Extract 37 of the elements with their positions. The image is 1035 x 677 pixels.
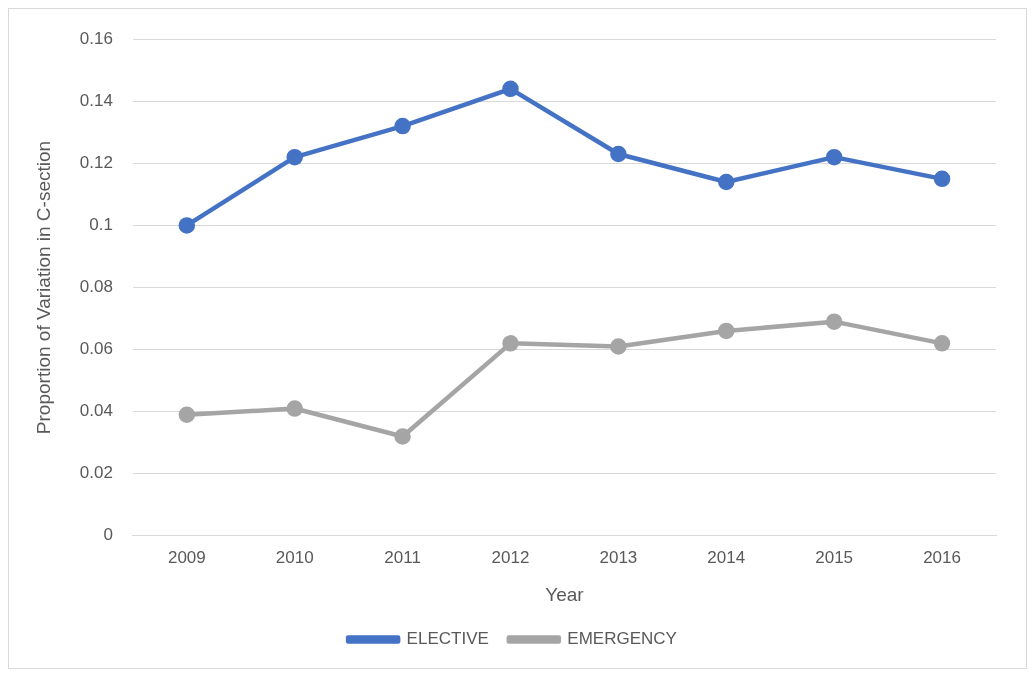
point bbox=[178, 217, 196, 234]
point bbox=[502, 80, 519, 98]
x-tick-label: 2014 bbox=[707, 547, 746, 567]
point bbox=[718, 173, 735, 191]
point bbox=[394, 428, 411, 445]
point bbox=[286, 400, 303, 417]
point bbox=[610, 338, 627, 355]
y-tick-label: 0.12 bbox=[79, 153, 113, 173]
legend-label: EMERGENCY bbox=[567, 629, 677, 649]
x-tick-label: 2016 bbox=[923, 547, 961, 567]
y-tick-label: 0.08 bbox=[79, 277, 113, 297]
point bbox=[825, 313, 843, 330]
x-axis-title: Year bbox=[545, 583, 585, 605]
point bbox=[933, 335, 951, 352]
y-tick-label: 0.04 bbox=[79, 401, 113, 421]
point bbox=[286, 148, 303, 166]
x-tick-label: 2011 bbox=[384, 547, 421, 567]
point bbox=[825, 148, 843, 166]
x-tick-label: 2012 bbox=[491, 547, 530, 567]
x-tick-label: 2010 bbox=[275, 547, 314, 567]
legend-label: ELECTIVE bbox=[406, 629, 489, 649]
x-tick-label: 2013 bbox=[599, 547, 638, 567]
x-tick-label: 2009 bbox=[167, 547, 206, 567]
y-axis-title: Proportion of Variation in C-section bbox=[32, 140, 54, 435]
point bbox=[178, 406, 196, 423]
y-tick-label: 0.06 bbox=[79, 339, 113, 359]
y-tick-label: 0.14 bbox=[79, 90, 113, 110]
point bbox=[718, 322, 735, 340]
x-tick-label: 2015 bbox=[815, 547, 854, 567]
point bbox=[610, 145, 627, 163]
y-tick-label: 0.16 bbox=[79, 28, 113, 48]
point bbox=[394, 117, 411, 135]
y-tick-label: 0.1 bbox=[89, 215, 113, 235]
point bbox=[933, 170, 951, 188]
y-tick-label: 0.02 bbox=[79, 463, 113, 483]
point bbox=[502, 335, 519, 352]
y-tick-label: 0 bbox=[103, 525, 113, 545]
